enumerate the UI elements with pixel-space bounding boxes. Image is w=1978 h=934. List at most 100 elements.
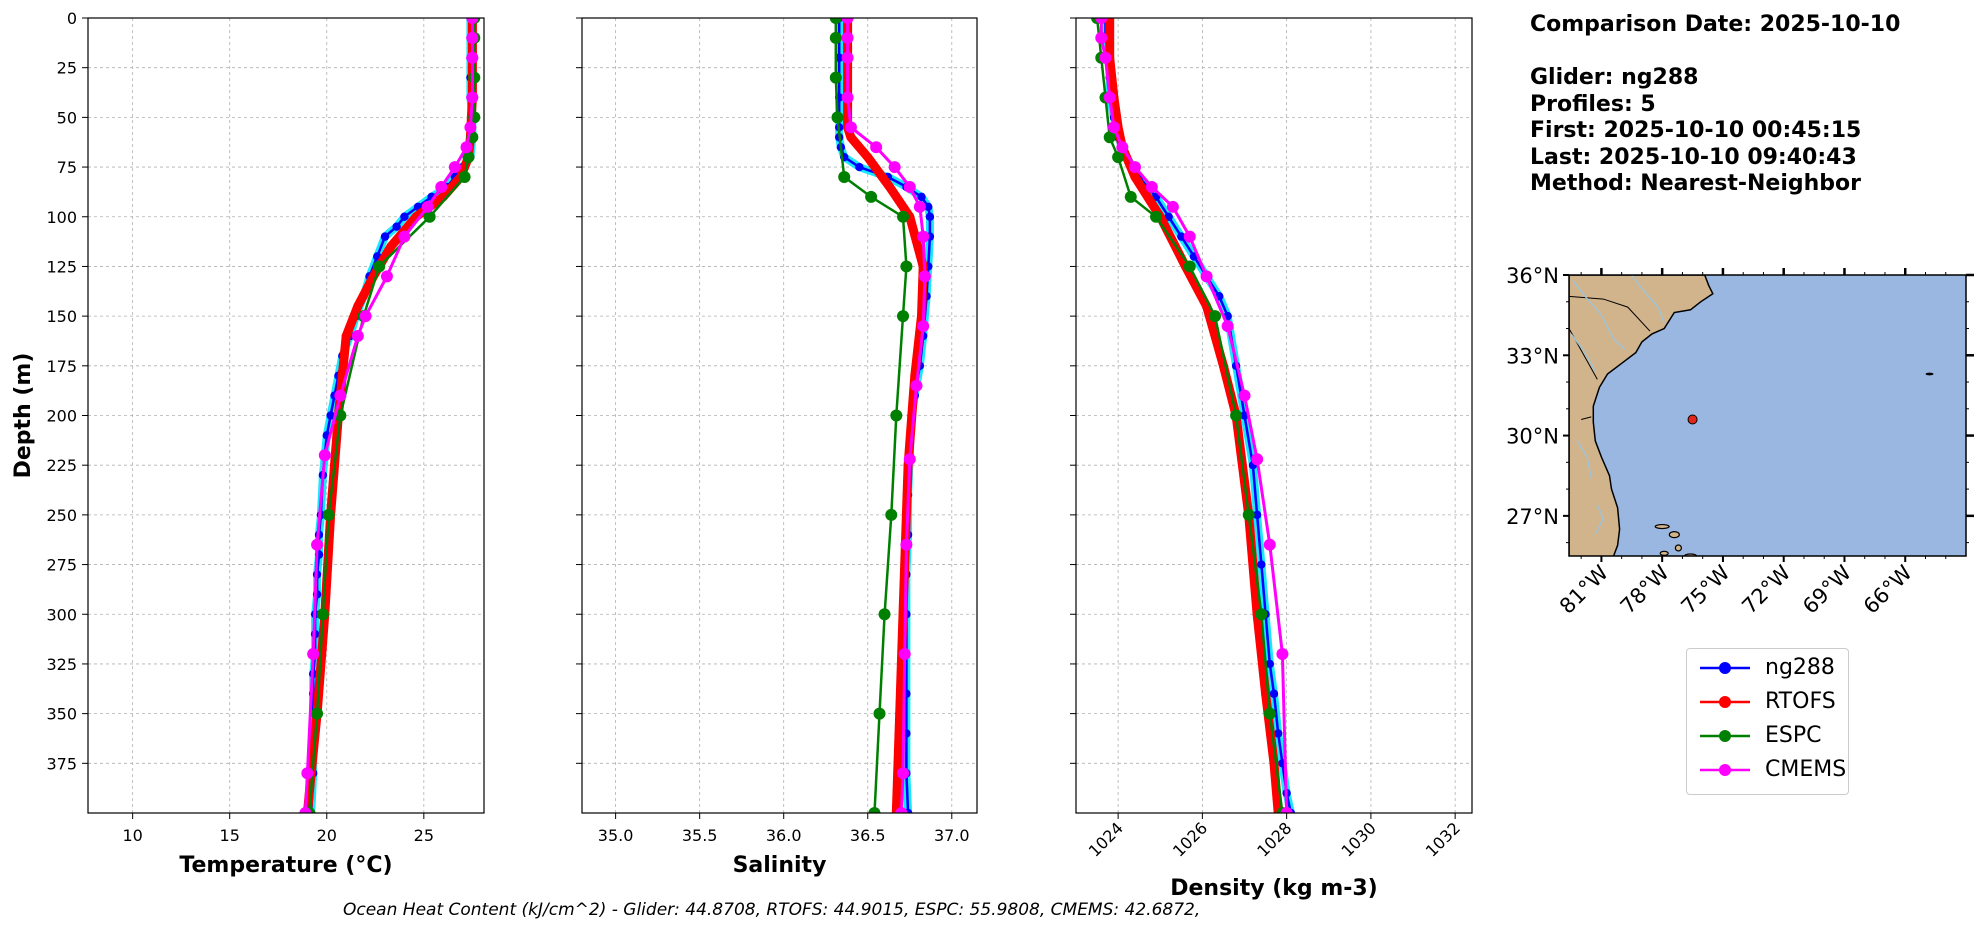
data-point-cmems: [1251, 453, 1264, 466]
temperature-panel: 10 15 20 2502550751001251501752002252502753…: [11, 9, 485, 878]
x-tick-label: 20: [317, 826, 337, 845]
data-point-cmems: [841, 91, 854, 104]
data-point-rtofs: [846, 132, 856, 142]
data-point-cmems: [1276, 648, 1289, 660]
lon-tick-label: 78°W: [1616, 560, 1674, 618]
data-point-espc: [831, 111, 844, 124]
data-point-espc: [885, 508, 898, 521]
map-frame: [1568, 274, 1967, 557]
y-tick-label: 375: [46, 754, 77, 773]
series-line-rtofs: [1105, 18, 1283, 813]
data-point-cmems: [464, 121, 477, 134]
data-point-cmems: [910, 379, 923, 392]
data-point-ng288: [1252, 510, 1262, 520]
data-point-cmems: [903, 453, 916, 466]
lon-tick-label: 66°W: [1859, 560, 1917, 618]
data-point-rtofs: [386, 242, 396, 252]
data-point-cmems: [421, 200, 434, 213]
data-point-ng288: [855, 162, 864, 172]
x-tick-label: 1032: [1422, 818, 1464, 860]
map-state-border: [1581, 416, 1592, 420]
y-tick-label: 200: [46, 407, 77, 426]
data-point-ng288: [326, 411, 335, 420]
data-point-cmems: [1107, 121, 1120, 134]
data-point-espc: [1150, 210, 1163, 223]
data-point-rtofs: [885, 182, 895, 192]
y-tick-label: 250: [46, 506, 77, 525]
data-point-cmems: [898, 648, 911, 660]
data-point-espc: [311, 707, 324, 720]
x-axis-label: Temperature (°C): [179, 853, 392, 878]
glider-position-marker: [1687, 414, 1698, 425]
map-river: [1570, 333, 1596, 372]
data-point-ng288: [1177, 232, 1186, 241]
data-point-cmems: [1183, 230, 1196, 243]
data-point-espc: [1183, 260, 1196, 273]
data-point-espc: [1230, 409, 1243, 422]
data-point-espc: [829, 31, 842, 44]
data-point-cmems: [1116, 141, 1129, 154]
map-contents: [1569, 275, 1934, 556]
legend-label-rtofs: RTOFS: [1765, 689, 1836, 714]
map-island: [1668, 530, 1680, 539]
data-point-cmems: [841, 31, 854, 44]
y-tick-label: 75: [57, 158, 77, 177]
map-land: [1569, 275, 1714, 556]
x-tick-label: 1030: [1337, 818, 1379, 860]
y-tick-label: 0: [67, 9, 77, 28]
data-point-cmems: [903, 180, 916, 193]
legend-item-ng288: ng288: [1695, 653, 1845, 683]
comparison-date: Comparison Date: 2025-10-10: [1530, 12, 1901, 37]
data-point-cmems: [844, 121, 857, 134]
y-tick-label: 325: [46, 655, 77, 674]
x-tick-label: 25: [414, 826, 434, 845]
y-tick-label: 125: [46, 257, 77, 276]
data-point-espc: [897, 310, 910, 323]
data-point-espc: [462, 151, 475, 164]
y-tick-label: 300: [46, 605, 77, 624]
data-point-cmems: [1099, 51, 1112, 64]
plot-area: [829, 18, 935, 813]
glider-info: Comparison Date: 2025-10-10 Glider: ng28…: [1530, 12, 1900, 198]
data-point-rtofs: [1105, 18, 1115, 23]
data-point-ng288: [1257, 560, 1266, 569]
lon-tick-label: 69°W: [1798, 560, 1856, 618]
y-tick-label: 100: [46, 208, 77, 227]
axes-frame: [581, 17, 978, 814]
data-point-cmems: [1238, 389, 1251, 402]
x-axis-label: Density (kg m-3): [1170, 876, 1378, 901]
x-tick-label: 15: [220, 826, 240, 845]
method: Method: Nearest-Neighbor: [1530, 171, 1861, 196]
x-axis-label: Salinity: [733, 853, 827, 878]
data-point-rtofs: [863, 152, 873, 162]
data-point-ng288: [917, 192, 926, 202]
salinity-panel: 35.0 35.5 36.0 36.5 37.0 Salinity: [576, 17, 978, 878]
lat-tick-label: 36°N: [1506, 264, 1559, 288]
data-point-espc: [897, 210, 910, 223]
data-point-cmems: [435, 180, 448, 193]
data-point-ng288: [380, 232, 390, 241]
data-point-cmems: [870, 141, 883, 154]
data-point-espc: [873, 707, 886, 720]
data-point-ng288: [1265, 659, 1274, 669]
map-river: [1631, 275, 1665, 324]
legend-label-cmems: CMEMS: [1765, 757, 1847, 782]
data-point-cmems: [1221, 320, 1234, 333]
map-island: [1659, 550, 1669, 556]
data-point-cmems: [1095, 31, 1108, 44]
data-point-espc: [1263, 707, 1276, 720]
data-point-espc: [322, 508, 335, 521]
data-point-cmems: [299, 807, 312, 813]
data-point-cmems: [1263, 538, 1276, 551]
map-island: [1674, 544, 1682, 552]
data-point-rtofs: [895, 709, 905, 719]
data-point-cmems: [466, 91, 479, 104]
y-tick-label: 150: [46, 307, 77, 326]
legend-item-rtofs: RTOFS: [1695, 687, 1845, 717]
data-point-espc: [1242, 508, 1255, 521]
data-point-cmems: [466, 18, 479, 24]
data-point-cmems: [398, 230, 411, 243]
ohc-footer: Ocean Heat Content (kJ/cm^2) - Glider: 4…: [343, 900, 1201, 920]
map-island: [1654, 523, 1670, 530]
data-point-cmems: [895, 807, 908, 813]
